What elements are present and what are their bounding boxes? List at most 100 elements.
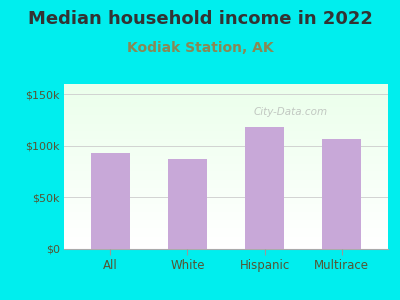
Bar (64, 151, 388, 152)
Bar (64, 228, 388, 229)
Bar (64, 170, 388, 171)
Bar (64, 184, 388, 185)
Bar (64, 230, 388, 231)
Bar (64, 174, 388, 175)
Bar (64, 202, 388, 203)
Text: Kodiak Station, AK: Kodiak Station, AK (127, 40, 273, 55)
Bar (64, 160, 388, 161)
Bar (64, 195, 388, 196)
Bar (64, 156, 388, 157)
Bar (64, 193, 388, 194)
Bar (64, 224, 388, 225)
Bar (64, 158, 388, 159)
Bar (64, 98, 388, 99)
Bar (64, 238, 388, 239)
Bar (64, 122, 388, 123)
Bar (64, 248, 388, 249)
Bar (64, 102, 388, 103)
Bar (64, 117, 388, 118)
Bar (64, 225, 388, 226)
Bar (64, 218, 388, 219)
Bar (64, 242, 388, 243)
Bar (64, 131, 388, 132)
Bar (64, 143, 388, 144)
Bar (64, 108, 388, 109)
Bar (64, 162, 388, 163)
Text: Median household income in 2022: Median household income in 2022 (28, 11, 372, 28)
Bar (64, 205, 388, 206)
Bar (64, 180, 388, 181)
Bar (64, 227, 388, 228)
Bar (64, 187, 388, 188)
Bar (64, 94, 388, 95)
Bar (64, 115, 388, 116)
Bar (64, 85, 388, 86)
Bar (64, 176, 388, 177)
Bar (64, 107, 388, 108)
Bar (64, 221, 388, 222)
Bar (64, 231, 388, 232)
Bar (64, 144, 388, 145)
Bar (64, 232, 388, 233)
Bar (64, 186, 388, 187)
Bar (64, 84, 388, 85)
Bar (64, 124, 388, 125)
Bar (64, 177, 388, 178)
Bar (64, 188, 388, 189)
Bar (64, 145, 388, 146)
Bar (64, 199, 388, 200)
Bar (64, 97, 388, 98)
Bar (64, 201, 388, 202)
Bar (64, 173, 388, 174)
Bar (64, 233, 388, 234)
Bar (64, 95, 388, 96)
Bar (64, 99, 388, 100)
Bar (64, 220, 388, 221)
Bar (64, 244, 388, 245)
Bar (64, 147, 388, 148)
Bar (64, 204, 388, 205)
Bar (64, 237, 388, 238)
Bar (64, 197, 388, 198)
Bar (64, 86, 388, 87)
Bar (64, 129, 388, 130)
Bar (64, 93, 388, 94)
Bar (64, 239, 388, 240)
Bar (64, 222, 388, 223)
Bar (64, 135, 388, 136)
Bar (64, 133, 388, 134)
Bar (64, 219, 388, 220)
Bar (64, 121, 388, 122)
Bar (64, 104, 388, 105)
Bar (64, 130, 388, 131)
Bar (64, 159, 388, 160)
Bar (64, 114, 388, 115)
Bar (64, 211, 388, 212)
Bar (91, 153, 130, 249)
Bar (64, 243, 388, 244)
Bar (64, 191, 388, 192)
Bar (64, 155, 388, 156)
Bar (168, 159, 207, 249)
Bar (64, 89, 388, 90)
Bar (64, 100, 388, 101)
Bar (64, 112, 388, 113)
Bar (64, 126, 388, 127)
Bar (64, 134, 388, 135)
Bar (64, 120, 388, 121)
Bar (64, 154, 388, 155)
Bar (64, 212, 388, 213)
Bar (64, 125, 388, 126)
Bar (64, 198, 388, 199)
Bar (64, 136, 388, 137)
Bar (64, 178, 388, 179)
Bar (64, 209, 388, 210)
Bar (64, 110, 388, 111)
Bar (64, 165, 388, 166)
Bar (64, 192, 388, 193)
Bar (64, 229, 388, 230)
Bar (64, 167, 388, 168)
Bar (64, 137, 388, 138)
Bar (64, 103, 388, 104)
Bar (64, 223, 388, 224)
